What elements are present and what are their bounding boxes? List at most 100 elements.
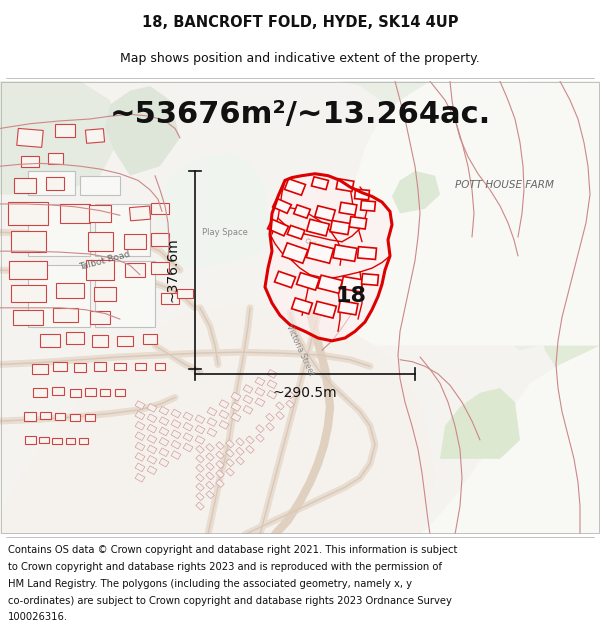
Bar [171, 409, 181, 418]
Bar [236, 438, 244, 446]
Bar [52, 387, 64, 395]
Text: Victoria Street: Victoria Street [284, 323, 316, 378]
Text: Map shows position and indicative extent of the property.: Map shows position and indicative extent… [120, 52, 480, 65]
Bar [79, 438, 88, 444]
Bar [358, 247, 376, 259]
Bar [8, 202, 48, 225]
Bar [33, 388, 47, 398]
Bar [171, 419, 181, 428]
Bar [206, 462, 214, 471]
Text: Play Space: Play Space [202, 228, 248, 237]
Polygon shape [520, 459, 600, 534]
Bar [100, 389, 110, 396]
Bar [159, 417, 169, 426]
Bar [256, 434, 264, 442]
Bar [159, 427, 169, 436]
Bar [135, 421, 145, 430]
Bar [143, 334, 157, 344]
Bar [355, 189, 370, 200]
Bar [216, 479, 224, 488]
Bar [115, 389, 125, 396]
Bar [307, 219, 329, 236]
Bar [39, 437, 49, 443]
Bar [53, 362, 67, 371]
Bar [70, 389, 80, 396]
Polygon shape [155, 152, 270, 270]
Bar [85, 388, 95, 396]
Bar [21, 156, 39, 167]
Bar [349, 217, 367, 229]
Bar [206, 453, 214, 461]
Bar [196, 483, 204, 491]
Bar [207, 408, 217, 416]
Bar [147, 414, 157, 422]
Bar [207, 418, 217, 426]
Bar [13, 310, 43, 325]
Bar [266, 422, 274, 431]
Bar [66, 332, 84, 344]
Text: co-ordinates) are subject to Crown copyright and database rights 2023 Ordnance S: co-ordinates) are subject to Crown copyr… [8, 596, 452, 606]
Polygon shape [80, 176, 120, 194]
Bar [207, 428, 217, 437]
Bar [236, 457, 244, 465]
Polygon shape [340, 81, 600, 350]
Polygon shape [28, 204, 90, 256]
Bar [362, 274, 379, 286]
Bar [135, 473, 145, 482]
Bar [171, 430, 181, 439]
Bar [195, 415, 205, 424]
Bar [70, 414, 80, 421]
Bar [292, 298, 313, 314]
Bar [282, 243, 308, 263]
Bar [246, 446, 254, 453]
Text: Cul-Way: Cul-Way [304, 238, 332, 255]
Polygon shape [265, 174, 392, 341]
Bar [276, 402, 284, 410]
Bar [11, 231, 46, 252]
Bar [147, 404, 157, 412]
Text: to Crown copyright and database rights 2023 and is reproduced with the permissio: to Crown copyright and database rights 2… [8, 562, 442, 572]
Bar [219, 421, 229, 429]
Text: ~376.6m: ~376.6m [166, 238, 180, 302]
Bar [47, 153, 62, 164]
Bar [267, 369, 277, 378]
Bar [135, 452, 145, 461]
Bar [183, 443, 193, 452]
Bar [341, 276, 363, 292]
Polygon shape [440, 388, 520, 459]
Bar [266, 413, 274, 421]
Bar [330, 221, 350, 234]
Bar [315, 206, 335, 221]
Bar [159, 438, 169, 446]
Bar [24, 412, 36, 421]
Bar [92, 335, 108, 346]
Bar [53, 308, 77, 322]
Bar [286, 391, 294, 399]
Bar [311, 177, 329, 189]
Bar [147, 435, 157, 443]
Text: 18: 18 [335, 286, 366, 306]
Bar [85, 414, 95, 421]
Polygon shape [28, 171, 75, 194]
Bar [361, 201, 376, 211]
Bar [296, 272, 320, 290]
Bar [151, 203, 169, 214]
Polygon shape [95, 204, 150, 256]
Bar [284, 179, 305, 195]
Bar [183, 432, 193, 441]
Bar [196, 455, 204, 463]
Bar [219, 410, 229, 419]
Bar [90, 311, 110, 324]
Text: Talbot Road: Talbot Road [78, 249, 131, 272]
Bar [206, 472, 214, 480]
Bar [86, 259, 114, 281]
Bar [17, 128, 43, 148]
Polygon shape [515, 81, 600, 374]
Bar [267, 391, 277, 399]
Text: HM Land Registry. The polygons (including the associated geometry, namely x, y: HM Land Registry. The polygons (includin… [8, 579, 412, 589]
Bar [85, 129, 104, 143]
Bar [183, 412, 193, 421]
Bar [159, 458, 169, 467]
Bar [338, 301, 358, 315]
Bar [135, 432, 145, 441]
